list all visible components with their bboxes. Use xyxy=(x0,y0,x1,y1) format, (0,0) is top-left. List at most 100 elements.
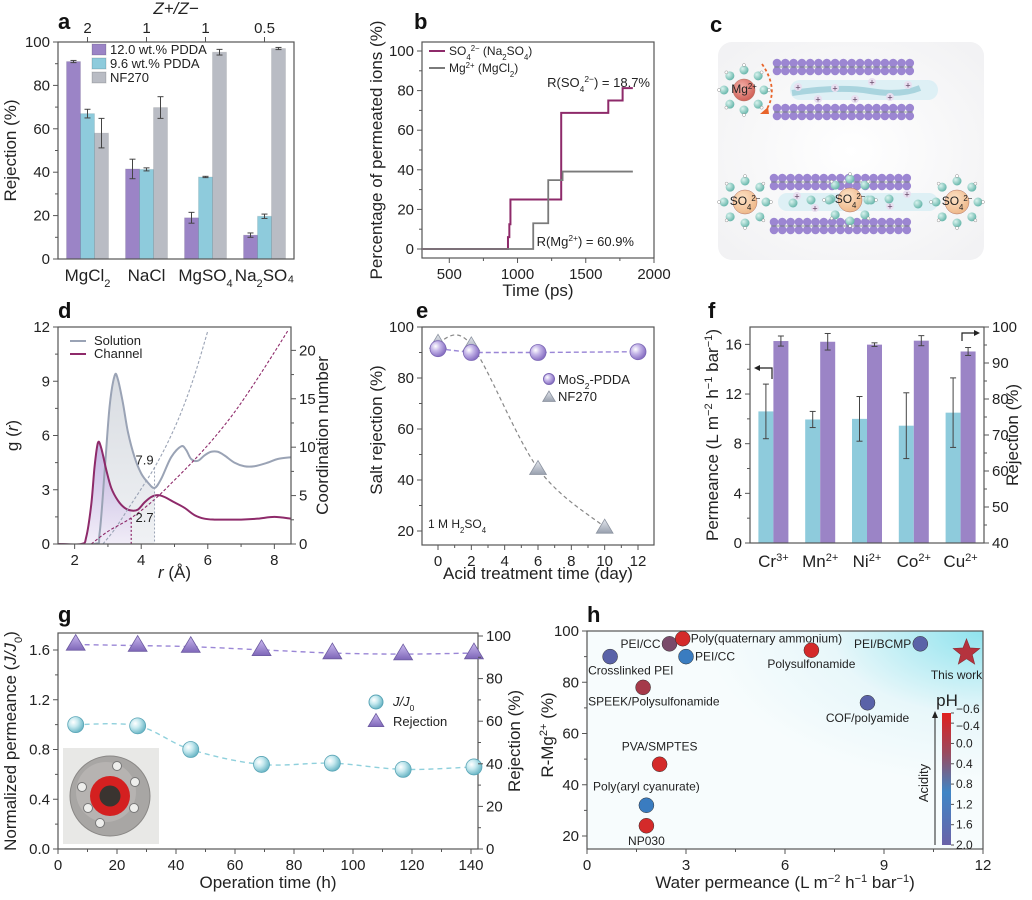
text-part: J/J xyxy=(392,694,410,709)
bolt-hole xyxy=(112,761,122,771)
water-molecule xyxy=(725,71,735,81)
x-tick-label: 60 xyxy=(227,857,244,874)
mos2-atom xyxy=(769,173,779,183)
mos2-atom xyxy=(880,58,890,68)
text-part: 1 M H xyxy=(428,517,460,531)
panel-a-bar-chart: Z+/Z−MgCl22NaCl1MgSO41Na2SO₄0.5020406080… xyxy=(1,0,295,290)
mos2-atom xyxy=(861,217,870,227)
y-tick-label: 0.0 xyxy=(29,841,50,858)
rejection-point xyxy=(392,643,414,661)
x-category-label: MgSO4 xyxy=(178,266,232,290)
acid-annotation: 1 M H2SO4 xyxy=(428,517,487,535)
text-part: 3+ xyxy=(776,552,789,564)
y-tick-label: 80 xyxy=(397,370,414,387)
rejection-point xyxy=(463,642,485,660)
text-part: bar xyxy=(703,347,722,377)
water-molecule xyxy=(830,210,840,220)
x-tick-label: 6 xyxy=(781,857,789,874)
colorbar-tick-label: 2.0 xyxy=(956,838,973,852)
hydrogen-atom xyxy=(761,181,766,186)
y-tick-label: 100 xyxy=(554,623,579,640)
water-molecule xyxy=(740,218,750,228)
x-tick-label: 8 xyxy=(270,552,278,569)
y-tick-label: 60 xyxy=(992,463,1009,480)
colorbar-tick-label: 0.0 xyxy=(956,736,973,750)
mos2-atom xyxy=(836,173,845,183)
text-part: Cr xyxy=(758,552,776,571)
legend-label: Rejection xyxy=(393,714,447,729)
mos2-trend-line xyxy=(437,347,639,354)
panel-label-b: b xyxy=(414,9,427,34)
hydrogen-atom xyxy=(981,200,985,204)
hydrogen-atom xyxy=(759,70,764,75)
point-label: Polysulfonamide xyxy=(767,657,855,671)
mos2-atom xyxy=(855,111,865,121)
water-molecule xyxy=(884,194,894,204)
mos2-atom xyxy=(864,58,873,68)
mos2-atom xyxy=(861,225,870,235)
panel-label-d: d xyxy=(58,298,71,323)
mos2-atom xyxy=(836,225,845,235)
text-part: 0 xyxy=(410,703,415,713)
mos2-atom xyxy=(864,103,873,113)
mos2-atom xyxy=(855,103,865,113)
y-axis-label: Permeance (L m−2 h−1 bar−1) xyxy=(703,329,722,541)
positive-charge xyxy=(851,95,859,103)
mos2-atom xyxy=(822,103,832,113)
hydrogen-atom xyxy=(761,218,766,223)
membrane-area xyxy=(99,785,121,807)
literature-point xyxy=(803,642,820,658)
water-molecule xyxy=(845,216,855,226)
positive-charge xyxy=(903,190,911,198)
y-tick-label: 90 xyxy=(992,355,1009,372)
hydrogen-atom xyxy=(743,226,747,230)
rejection-bar xyxy=(820,341,836,543)
y-axis-label: R-Mg2+ (%) xyxy=(538,692,557,777)
hydrogen-atom xyxy=(936,181,941,186)
mos2-atom xyxy=(852,181,862,191)
mos2-pdda-point xyxy=(629,343,647,361)
mos2-atom xyxy=(864,66,873,76)
left-axis-arrow xyxy=(758,367,773,379)
annotation-mg: R(Mg2+) = 60.9% xyxy=(537,233,635,249)
hydrogen-atom xyxy=(724,105,729,110)
literature-point xyxy=(674,630,691,647)
y-tick-label: 0.8 xyxy=(29,742,50,759)
ion-core xyxy=(732,189,758,215)
point-label: SPEEK/Polysulfonamide xyxy=(588,694,720,708)
text-part: 2 xyxy=(502,53,506,62)
text-part: −1 xyxy=(703,377,715,390)
x-tick-label: 12 xyxy=(630,553,647,570)
ion-core xyxy=(944,189,970,215)
mos2-atom xyxy=(789,66,798,76)
panel-label-f: f xyxy=(708,298,716,323)
literature-point xyxy=(912,636,929,652)
mos2-atom xyxy=(797,111,807,121)
x-tick-label: 2 xyxy=(467,553,475,570)
rejection-point xyxy=(251,639,272,656)
text-part: 2+ xyxy=(466,61,475,70)
panel-c-schematic: + ++ ++ + +Mg2+++++SO42− SO42− SO42− xyxy=(717,42,985,260)
y-tick-label: 80 xyxy=(486,671,503,688)
panel-h-comparison-chart: Crosslinked PEI PEI/CC Poly(quaternary amm… xyxy=(538,623,991,892)
rejection-bar xyxy=(913,340,929,543)
mos2-atom xyxy=(805,58,815,68)
x-tick-label: 3 xyxy=(682,857,690,874)
text-part: −2 xyxy=(828,873,841,885)
x-tick-label: 4 xyxy=(137,552,145,569)
mos2-atom xyxy=(819,217,829,227)
text-part: SO xyxy=(449,44,466,58)
text-part: SO xyxy=(464,517,481,531)
mos2-atom xyxy=(781,58,790,68)
nf270-point xyxy=(528,459,548,475)
text-part: ) xyxy=(909,873,915,892)
text-part: Mg xyxy=(449,61,466,75)
legend-label: Channel xyxy=(94,346,143,361)
mos2-atom xyxy=(894,173,903,183)
mos2-atom xyxy=(897,111,906,121)
water-molecule xyxy=(725,212,735,222)
point-label: Poly(quaternary ammonium) xyxy=(691,632,842,646)
y-tick-label: 10 xyxy=(299,439,316,456)
text-part: SO₄ xyxy=(263,266,295,285)
